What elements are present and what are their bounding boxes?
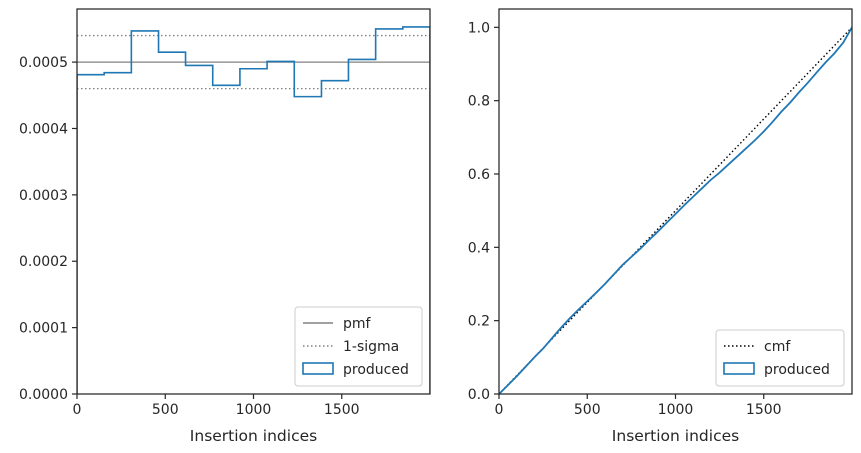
x-tick-label: 1500 [746, 402, 782, 418]
y-tick-label: 0.6 [468, 167, 490, 183]
x-tick-label: 0 [73, 402, 82, 418]
y-tick-label: 0.0000 [19, 387, 68, 403]
series-produced-line [499, 26, 852, 394]
legend-label-1-sigma: 1-sigma [343, 339, 399, 355]
y-tick-label: 0.0002 [19, 254, 68, 270]
legend-box [294, 306, 423, 387]
legend-handle-produced [723, 362, 755, 375]
legend-label-produced: produced [343, 362, 409, 378]
x-tick-label: 0 [495, 402, 504, 418]
legend-label-pmf: pmf [343, 316, 372, 332]
x-tick-label: 500 [574, 402, 601, 418]
legend: cmf produced [715, 329, 845, 387]
y-tick-label: 1.0 [468, 20, 490, 36]
plot-area [77, 26, 430, 394]
plot-area [499, 26, 852, 394]
left-panel-histogram: 0 500 1000 1500 0.0000 0.0001 0.0002 0.0003 0.00… [19, 8, 431, 445]
x-tick-label: 1000 [658, 402, 694, 418]
x-tick-label: 1500 [324, 402, 360, 418]
y-tick-label: 0.4 [468, 240, 490, 256]
y-tick-label: 0.0 [468, 387, 490, 403]
x-tick-label: 1000 [236, 402, 272, 418]
y-tick-label: 0.2 [468, 314, 490, 330]
right-panel-cumulative: 0 500 1000 1500 0.0 0.2 0.4 0.6 0.8 1.0 Insertion … [468, 8, 853, 445]
y-tick-label: 0.0003 [19, 188, 68, 204]
series-cmf-line [499, 26, 852, 394]
legend-label-produced: produced [764, 362, 830, 378]
x-axis-label: Insertion indices [190, 427, 317, 445]
legend-box [715, 329, 845, 387]
y-tick-label: 0.0005 [19, 55, 68, 71]
series-produced-step [77, 26, 430, 394]
x-axis-label: Insertion indices [612, 427, 739, 445]
x-tick-label: 500 [152, 402, 179, 418]
y-tick-label: 0.0004 [19, 121, 68, 137]
legend-handle-produced [302, 362, 334, 375]
legend-label-cmf: cmf [764, 339, 791, 355]
legend: pmf 1-sigma produced [294, 306, 423, 387]
y-tick-label: 0.8 [468, 94, 490, 110]
y-tick-label: 0.0001 [19, 321, 68, 337]
